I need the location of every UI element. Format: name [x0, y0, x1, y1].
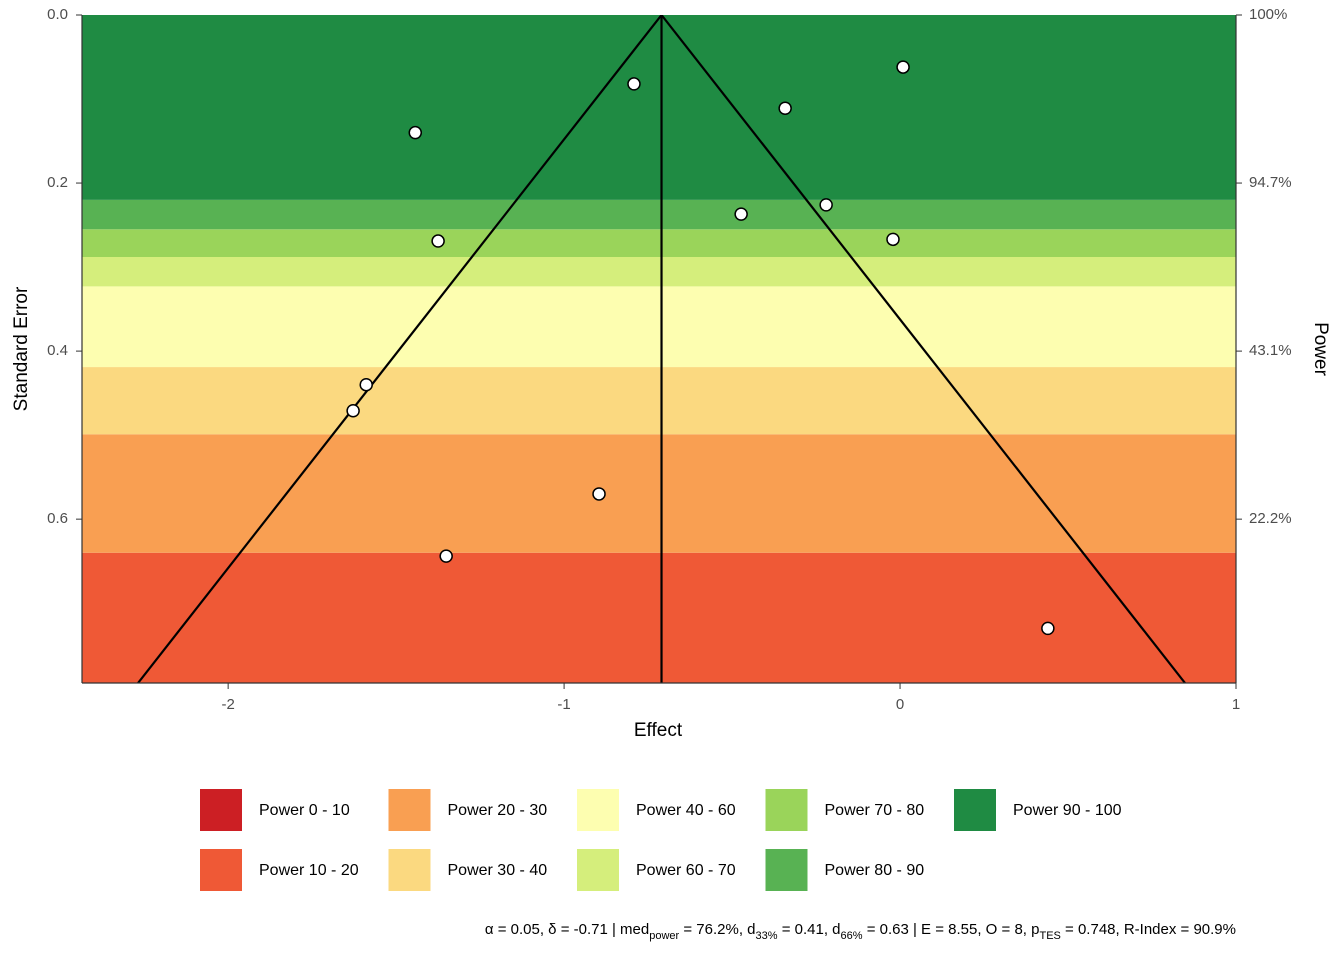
y-tick-label: 0.2 [47, 174, 68, 191]
annotation: α = 0.05, δ = -0.71 | medpower = 76.2%, … [485, 921, 1236, 942]
legend-swatch [765, 789, 808, 831]
legend-swatch [577, 849, 619, 891]
legend-label: Power 0 - 10 [259, 802, 350, 819]
legend-swatch [765, 849, 808, 891]
y2-tick-label: 100% [1249, 6, 1287, 23]
legend-label: Power 90 - 100 [1013, 802, 1122, 819]
legend-label: Power 40 - 60 [636, 802, 736, 819]
x-tick-label: -2 [221, 696, 234, 713]
annotation-part: = 0.63 | E = 8.55, O = 8, p [863, 921, 1040, 938]
y2-tick-label: 94.7% [1249, 174, 1292, 191]
legend-swatch [200, 789, 242, 831]
power-band [82, 286, 1236, 368]
power-band [82, 15, 1236, 200]
legend-swatch [388, 849, 431, 891]
legend-label: Power 80 - 90 [825, 862, 925, 879]
y-tick-label: 0.6 [47, 510, 68, 527]
study-point [896, 60, 910, 74]
legend-label: Power 60 - 70 [636, 862, 736, 879]
legend-swatch [200, 849, 242, 891]
power-band [82, 552, 1236, 683]
funnel-line [137, 15, 663, 683]
y-tick-label: 0.4 [47, 342, 68, 359]
power-band [82, 199, 1236, 230]
x-axis-title: Effect [634, 720, 683, 741]
bands [82, 15, 1236, 683]
y2-axis-title: Power [1310, 322, 1331, 377]
annotation-part: = 0.748, R-Index = 90.9% [1061, 921, 1236, 938]
annotation-subscript: 66% [841, 930, 863, 942]
study-point [1041, 621, 1055, 636]
annotation-subscript: 33% [756, 930, 778, 942]
legend-label: Power 70 - 80 [825, 802, 925, 819]
plot-overlay [137, 15, 1186, 683]
annotation-subscript: TES [1039, 930, 1060, 942]
x-tick-label: 0 [896, 696, 904, 713]
study-point [431, 234, 445, 248]
y2-tick-label: 22.2% [1249, 510, 1292, 527]
y-tick-label: 0.0 [47, 6, 68, 23]
x-tick-label: -1 [557, 696, 570, 713]
legend-swatch [954, 789, 996, 831]
annotation-subscript: power [649, 930, 679, 942]
study-point [778, 101, 792, 116]
study-point [408, 125, 423, 140]
annotation-part: = 76.2%, d [679, 921, 755, 938]
study-point [592, 487, 606, 501]
study-point [734, 207, 748, 221]
study-point [886, 232, 900, 247]
study-point [346, 404, 360, 418]
legend-label: Power 20 - 30 [448, 802, 548, 819]
annotation-part: = 0.41, d [778, 921, 841, 938]
study-point [627, 77, 641, 91]
legend-swatch [577, 789, 619, 831]
power-band [82, 434, 1236, 553]
legend-label: Power 30 - 40 [448, 862, 548, 879]
x-tick-label: 1 [1232, 696, 1240, 713]
annotation-part: α = 0.05, δ = -0.71 | med [485, 921, 649, 938]
study-point [359, 377, 373, 392]
legend-label: Power 10 - 20 [259, 862, 359, 879]
legend-swatch [388, 789, 431, 831]
study-point [819, 198, 833, 212]
y-axis-title: Standard Error [11, 286, 32, 411]
study-point [439, 549, 453, 563]
power-band [82, 256, 1236, 287]
funnel-line [660, 15, 1186, 683]
power-band [82, 367, 1236, 435]
power-band [82, 229, 1236, 257]
y2-tick-label: 43.1% [1249, 342, 1292, 359]
